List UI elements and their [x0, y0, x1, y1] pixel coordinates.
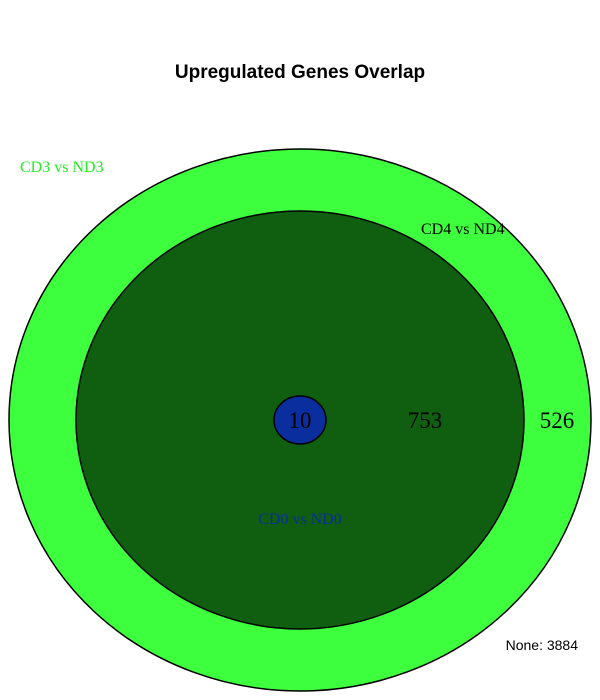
region-count-cd0-all: 10	[289, 408, 312, 433]
set-label-cd0-vs-nd0: CD0 vs ND0	[258, 511, 342, 528]
set-label-cd3-vs-nd3: CD3 vs ND3	[20, 159, 104, 176]
set-ellipse-cd0-vs-nd0	[273, 395, 327, 445]
region-count-cd3-only: 526	[540, 408, 575, 433]
chart-title: Upregulated Genes Overlap	[175, 62, 425, 83]
region-count-cd4-cd3-only: 753	[408, 408, 443, 433]
set-label-cd4-vs-nd4: CD4 vs ND4	[421, 221, 505, 238]
none-count-label: None: 3884	[506, 637, 579, 653]
